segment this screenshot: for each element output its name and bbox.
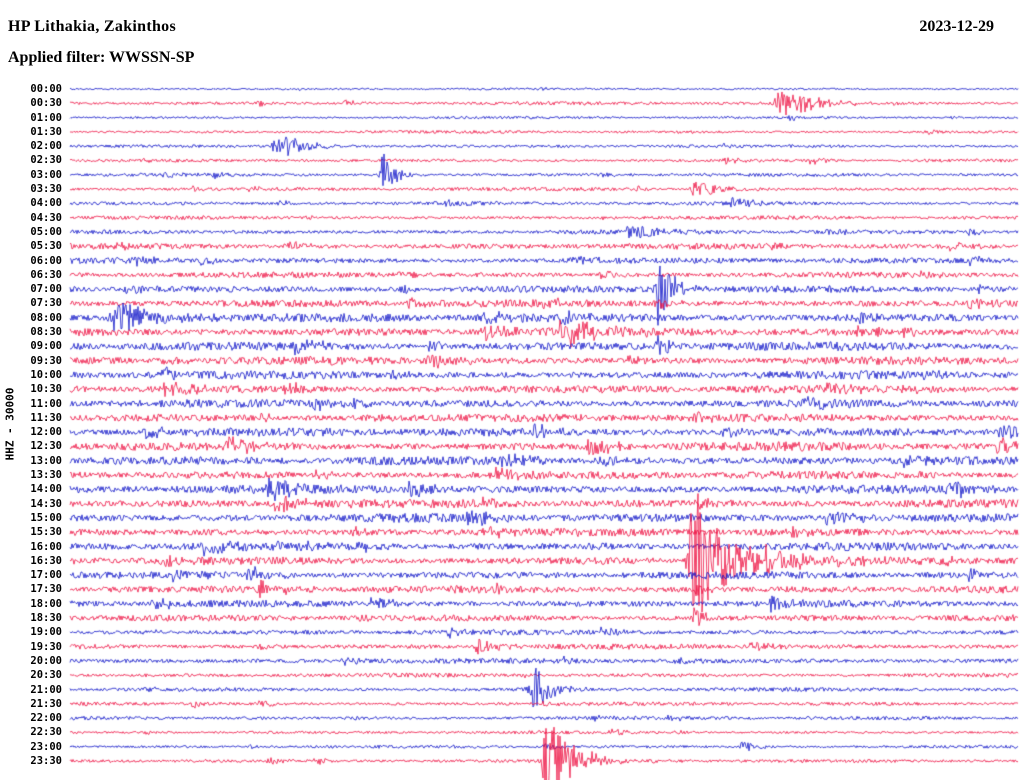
time-label: 11:30 bbox=[30, 411, 62, 424]
time-label: 20:00 bbox=[30, 654, 62, 667]
time-label: 01:30 bbox=[30, 125, 62, 138]
time-label: 23:00 bbox=[30, 740, 62, 753]
time-label: 18:30 bbox=[30, 612, 62, 625]
time-label: 03:30 bbox=[30, 183, 62, 196]
time-label: 05:30 bbox=[30, 240, 62, 253]
time-label: 02:30 bbox=[30, 154, 62, 167]
time-label: 06:00 bbox=[30, 254, 62, 267]
time-label: 15:30 bbox=[30, 526, 62, 539]
time-label: 04:00 bbox=[30, 197, 62, 210]
time-label: 10:00 bbox=[30, 368, 62, 381]
filter-label: Applied filter: WWSSN-SP bbox=[8, 49, 195, 66]
time-label: 17:30 bbox=[30, 583, 62, 596]
time-label: 07:30 bbox=[30, 297, 62, 310]
time-label: 11:00 bbox=[30, 397, 62, 410]
time-label: 06:30 bbox=[30, 268, 62, 281]
time-label: 09:30 bbox=[30, 354, 62, 367]
time-label: 10:30 bbox=[30, 383, 62, 396]
time-label: 21:00 bbox=[30, 683, 62, 696]
time-label: 15:00 bbox=[30, 511, 62, 524]
time-label: 16:00 bbox=[30, 540, 62, 553]
time-label: 23:30 bbox=[30, 755, 62, 767]
time-label: 19:30 bbox=[30, 640, 62, 653]
time-label: 20:30 bbox=[30, 669, 62, 682]
time-label: 18:00 bbox=[30, 597, 62, 610]
time-label: 12:30 bbox=[30, 440, 62, 453]
time-label: 00:30 bbox=[30, 97, 62, 110]
time-label: 09:00 bbox=[30, 340, 62, 353]
time-label: 08:30 bbox=[30, 326, 62, 339]
time-label: 13:00 bbox=[30, 454, 62, 467]
time-label: 14:00 bbox=[30, 483, 62, 496]
time-label: 05:00 bbox=[30, 225, 62, 238]
time-label: 00:00 bbox=[30, 83, 62, 95]
time-label: 12:00 bbox=[30, 426, 62, 439]
time-label: 16:30 bbox=[30, 554, 62, 567]
time-label: 17:00 bbox=[30, 569, 62, 582]
date-label: 2023-12-29 bbox=[919, 18, 994, 35]
time-label: 13:30 bbox=[30, 469, 62, 482]
time-label: 07:00 bbox=[30, 283, 62, 296]
time-label: 14:30 bbox=[30, 497, 62, 510]
time-label: 03:00 bbox=[30, 168, 62, 181]
station-title: HP Lithakia, Zakinthos bbox=[8, 18, 176, 35]
time-label: 22:30 bbox=[30, 726, 62, 739]
time-label: 08:00 bbox=[30, 311, 62, 324]
time-label: 21:30 bbox=[30, 697, 62, 710]
time-label: 19:00 bbox=[30, 626, 62, 639]
time-label: 02:00 bbox=[30, 140, 62, 153]
time-label: 01:00 bbox=[30, 111, 62, 124]
time-label: 04:30 bbox=[30, 211, 62, 224]
time-label: 22:00 bbox=[30, 712, 62, 725]
